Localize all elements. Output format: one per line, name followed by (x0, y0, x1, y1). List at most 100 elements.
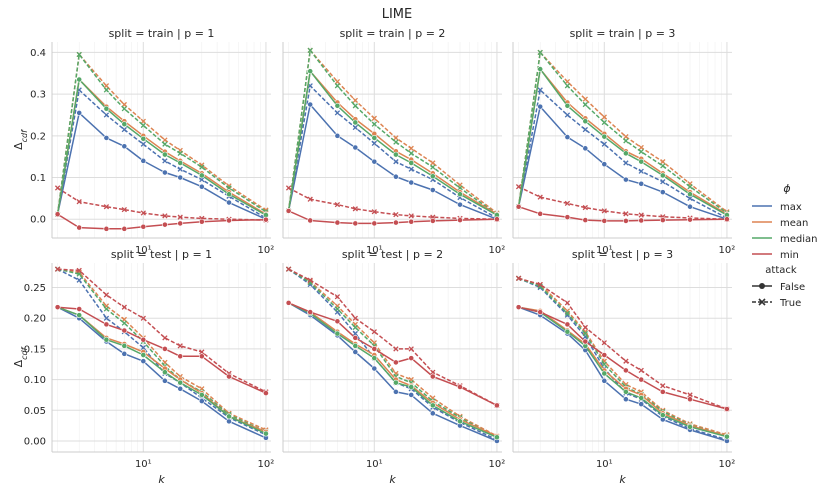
data-point-x (334, 110, 341, 116)
data-point (198, 183, 205, 190)
data-point (334, 219, 341, 226)
x-tick-label: 10¹ (135, 245, 152, 256)
series-line (56, 53, 267, 215)
data-point-x (140, 122, 146, 129)
data-point-x (687, 392, 693, 398)
series-median-attack-true (515, 49, 730, 216)
data-point-x (371, 140, 377, 146)
data-point (687, 423, 693, 430)
legend-label-mean: mean (780, 218, 808, 229)
data-point-x (177, 214, 183, 220)
data-point-x (393, 135, 399, 141)
data-point (198, 353, 205, 360)
series-min-attack-false (285, 299, 500, 409)
data-point-x (601, 340, 607, 346)
data-point (494, 216, 500, 223)
data-point-x (162, 158, 168, 164)
data-point (601, 352, 608, 358)
data-point-x (623, 138, 629, 144)
x-tick-label: 10¹ (366, 459, 383, 470)
data-point-x (103, 292, 110, 298)
y-tick-label: 0.0 (30, 215, 46, 226)
data-point-x (334, 306, 341, 312)
y-tick-label: 0.3 (30, 90, 46, 101)
data-point (103, 336, 110, 343)
data-point (429, 410, 436, 417)
data-point-x (307, 47, 313, 54)
data-point-x (334, 201, 341, 208)
data-point (429, 187, 436, 193)
data-point-x (582, 204, 588, 211)
series-line (518, 306, 728, 410)
data-point-x (393, 211, 399, 218)
data-point-x (121, 126, 127, 133)
data-point (371, 365, 378, 372)
data-point (103, 135, 110, 141)
legend-label-min: min (780, 250, 799, 261)
data-point-x (660, 159, 666, 165)
series-max-attack-true (54, 87, 269, 221)
data-point-x (582, 126, 588, 133)
data-point-x (352, 206, 358, 212)
data-point (307, 309, 314, 315)
data-point-x (393, 159, 399, 165)
series-line (57, 268, 267, 431)
data-point-x (285, 185, 292, 191)
series-line (288, 268, 498, 441)
data-point (537, 66, 544, 73)
data-point (564, 321, 571, 328)
data-point-x (564, 310, 571, 316)
data-point (582, 217, 589, 223)
data-point (140, 336, 147, 343)
data-point (162, 151, 168, 158)
data-point (638, 180, 645, 187)
data-point-x (638, 149, 644, 155)
series-line (288, 268, 498, 437)
data-point (408, 179, 415, 186)
data-point (177, 220, 184, 227)
panel-title: split = test | p = 1 (111, 248, 212, 261)
data-point (408, 160, 415, 166)
data-point (408, 392, 415, 398)
data-point (307, 101, 314, 108)
data-point (601, 161, 608, 168)
series-line (57, 306, 267, 435)
data-point (564, 328, 571, 335)
data-point-x (162, 213, 168, 219)
x-tick-label: 10¹ (366, 245, 383, 256)
panel-title: split = train | p = 1 (109, 27, 215, 40)
y-tick-label: 0.20 (24, 314, 46, 325)
data-point (76, 312, 83, 319)
figure-title: LIME (382, 7, 413, 22)
data-point-x (430, 164, 436, 170)
data-point-x (199, 349, 205, 355)
data-point (76, 306, 83, 312)
data-point (457, 418, 463, 425)
data-point (285, 299, 292, 306)
data-point (226, 199, 232, 206)
data-point (687, 191, 693, 198)
data-point (334, 330, 341, 337)
data-point (623, 150, 629, 157)
data-point (582, 118, 589, 125)
data-point (121, 225, 128, 232)
data-point-x (121, 106, 127, 112)
data-point (429, 173, 436, 180)
data-point (285, 207, 292, 214)
data-point-x (307, 277, 313, 283)
data-point-x (623, 134, 629, 140)
series-line (56, 78, 267, 216)
y-tick-label: 0.15 (24, 344, 46, 355)
data-point (121, 350, 128, 357)
x-tick-label: 10¹ (135, 459, 152, 470)
data-point-x (121, 206, 127, 213)
data-point-x (623, 358, 629, 364)
data-point-x (430, 160, 436, 166)
data-point-x (76, 51, 82, 58)
data-point-x (537, 49, 543, 56)
y-tick-label: 0.05 (24, 406, 46, 417)
data-point-x (352, 324, 358, 331)
x-axis-label: k (158, 473, 165, 486)
data-point-x (199, 176, 205, 183)
data-point-x (140, 141, 146, 147)
